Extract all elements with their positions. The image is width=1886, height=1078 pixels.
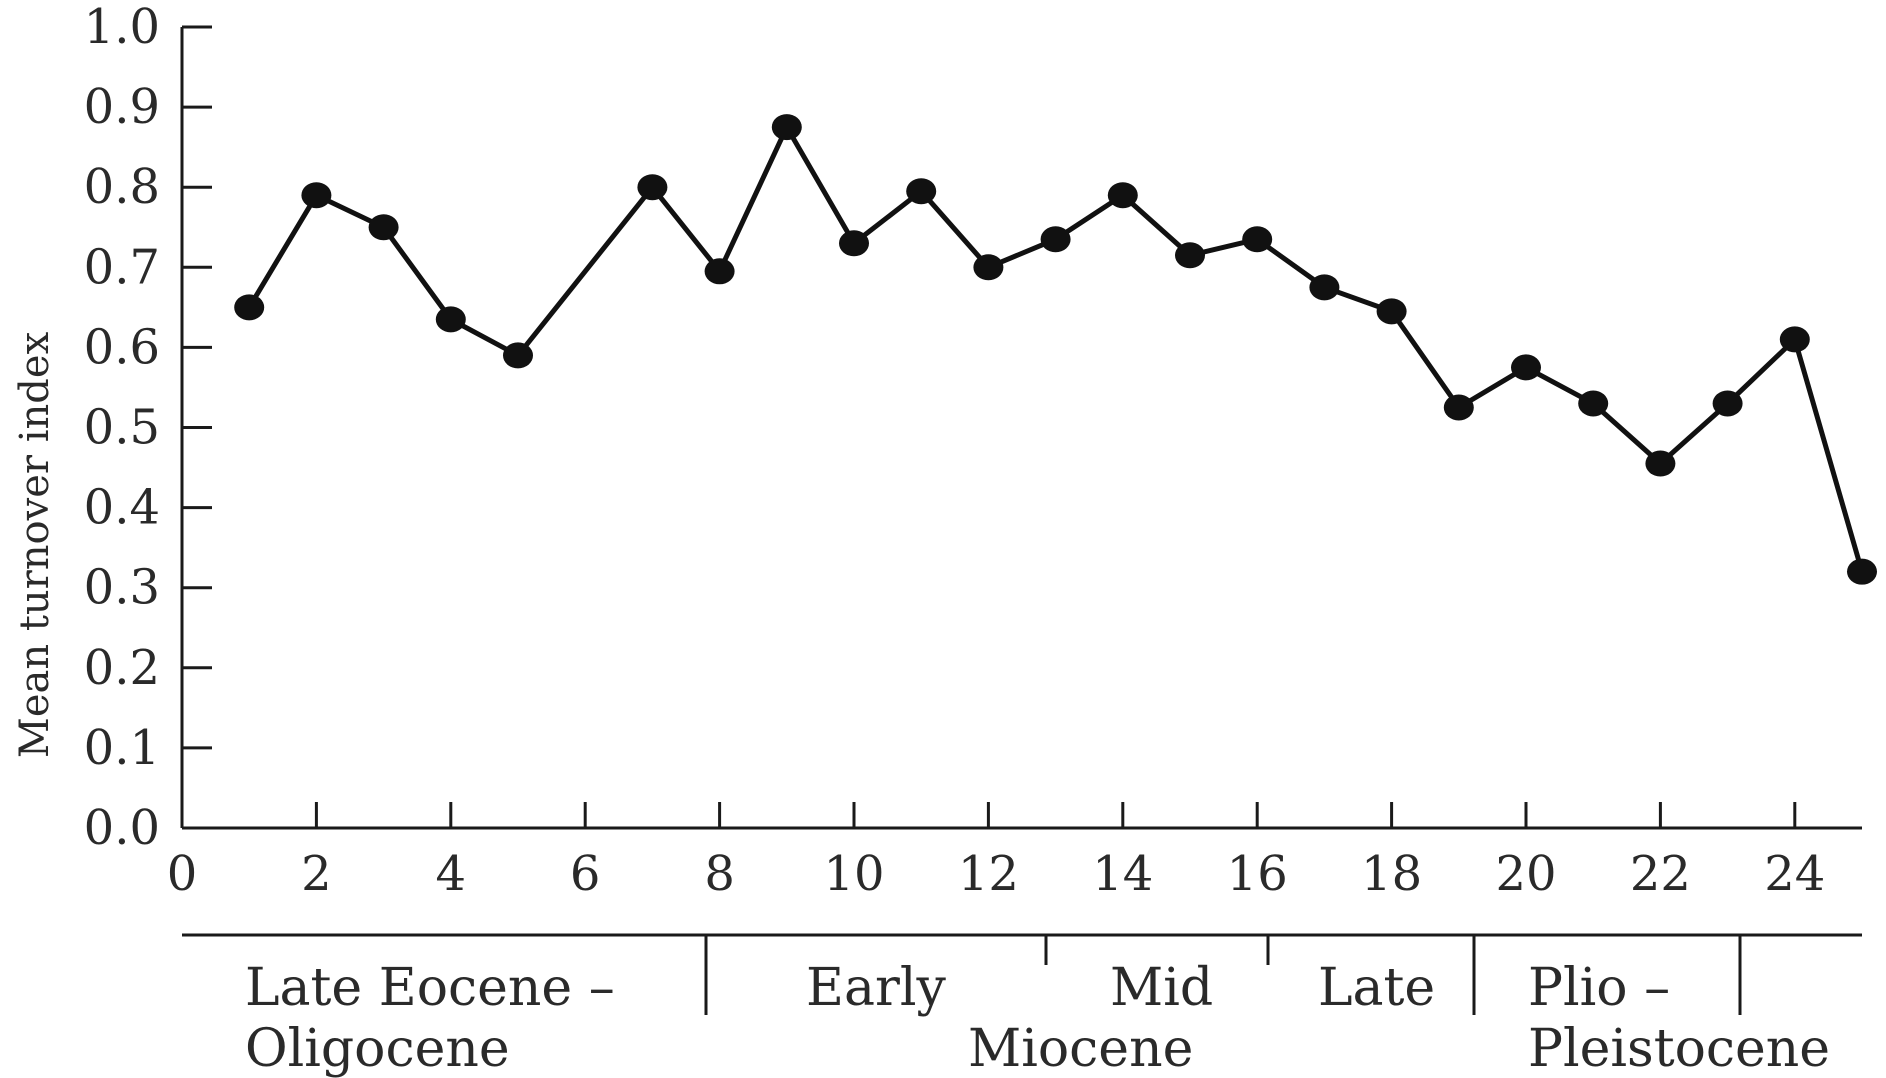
data-point: [1107, 182, 1138, 209]
data-point: [637, 174, 668, 201]
epoch-pleistocene: Pleistocene: [1528, 1019, 1830, 1078]
y-tick-label: 0.9: [84, 79, 160, 135]
data-point: [1309, 274, 1340, 301]
data-point: [1847, 558, 1877, 585]
epoch-plio: Plio –: [1528, 958, 1670, 1018]
x-tick-label: 22: [1630, 846, 1691, 902]
x-tick-label: 20: [1495, 846, 1556, 902]
epoch-mid: Mid: [1110, 958, 1213, 1018]
epoch-late-eocene-line1: Late Eocene –: [245, 958, 615, 1018]
x-tick-label: 10: [823, 846, 884, 902]
x-axis: 0 2 4 6 8 10 12 14 16 18 20 22 24: [167, 802, 1862, 902]
y-tick-label: 0.1: [84, 720, 160, 776]
y-tick-label: 0.0: [84, 800, 160, 856]
data-point: [234, 294, 265, 321]
data-point: [1040, 226, 1071, 253]
data-point: [1712, 390, 1743, 417]
epoch-early: Early: [806, 958, 946, 1018]
x-tick-label: 0: [167, 846, 198, 902]
x-tick-label: 6: [570, 846, 601, 902]
x-tick-label: 8: [704, 846, 735, 902]
x-tick-label: 2: [301, 846, 332, 902]
data-point: [503, 342, 533, 369]
series-group: [234, 114, 1877, 585]
data-point: [1578, 390, 1609, 417]
data-point: [1511, 354, 1541, 381]
data-point: [973, 254, 1004, 281]
y-tick-label: 0.8: [84, 159, 160, 215]
x-tick-label: 12: [958, 846, 1019, 902]
data-point: [1645, 450, 1676, 477]
y-tick-label: 0.7: [84, 239, 160, 295]
y-axis-title: Mean turnover index: [12, 331, 58, 758]
data-point: [1443, 394, 1474, 421]
x-tick-label: 18: [1361, 846, 1422, 902]
data-point: [704, 258, 735, 285]
data-point: [906, 178, 937, 205]
data-point: [771, 114, 802, 141]
y-tick-label: 0.2: [84, 640, 160, 696]
data-point: [1376, 298, 1407, 325]
y-tick-label: 0.3: [84, 560, 160, 616]
epoch-timeline: Late Eocene – Oligocene Early Mid Miocen…: [182, 933, 1862, 1078]
series-line: [247, 124, 1865, 573]
epoch-late: Late: [1318, 958, 1435, 1018]
epoch-oligocene-line2: Oligocene: [245, 1019, 510, 1078]
data-point: [435, 306, 466, 333]
data-point: [368, 214, 399, 241]
y-tick-label: 1.0: [84, 0, 160, 55]
x-tick-label: 16: [1227, 846, 1288, 902]
data-point: [1175, 242, 1205, 269]
x-tick-label: 24: [1764, 846, 1825, 902]
y-tick-label: 0.6: [84, 319, 160, 375]
data-point: [301, 182, 332, 209]
data-point: [839, 230, 869, 257]
epoch-miocene: Miocene: [968, 1019, 1193, 1078]
data-point: [1779, 326, 1810, 353]
y-tick-label: 0.4: [84, 480, 160, 536]
x-tick-label: 14: [1092, 846, 1153, 902]
data-point: [1242, 226, 1273, 253]
y-tick-label: 0.5: [84, 400, 160, 456]
y-axis: 0.0 0.1 0.2 0.3 0.4 0.5 0.6 0.7 0.8 0.9 1.0: [84, 0, 212, 856]
x-tick-label: 4: [436, 846, 467, 902]
